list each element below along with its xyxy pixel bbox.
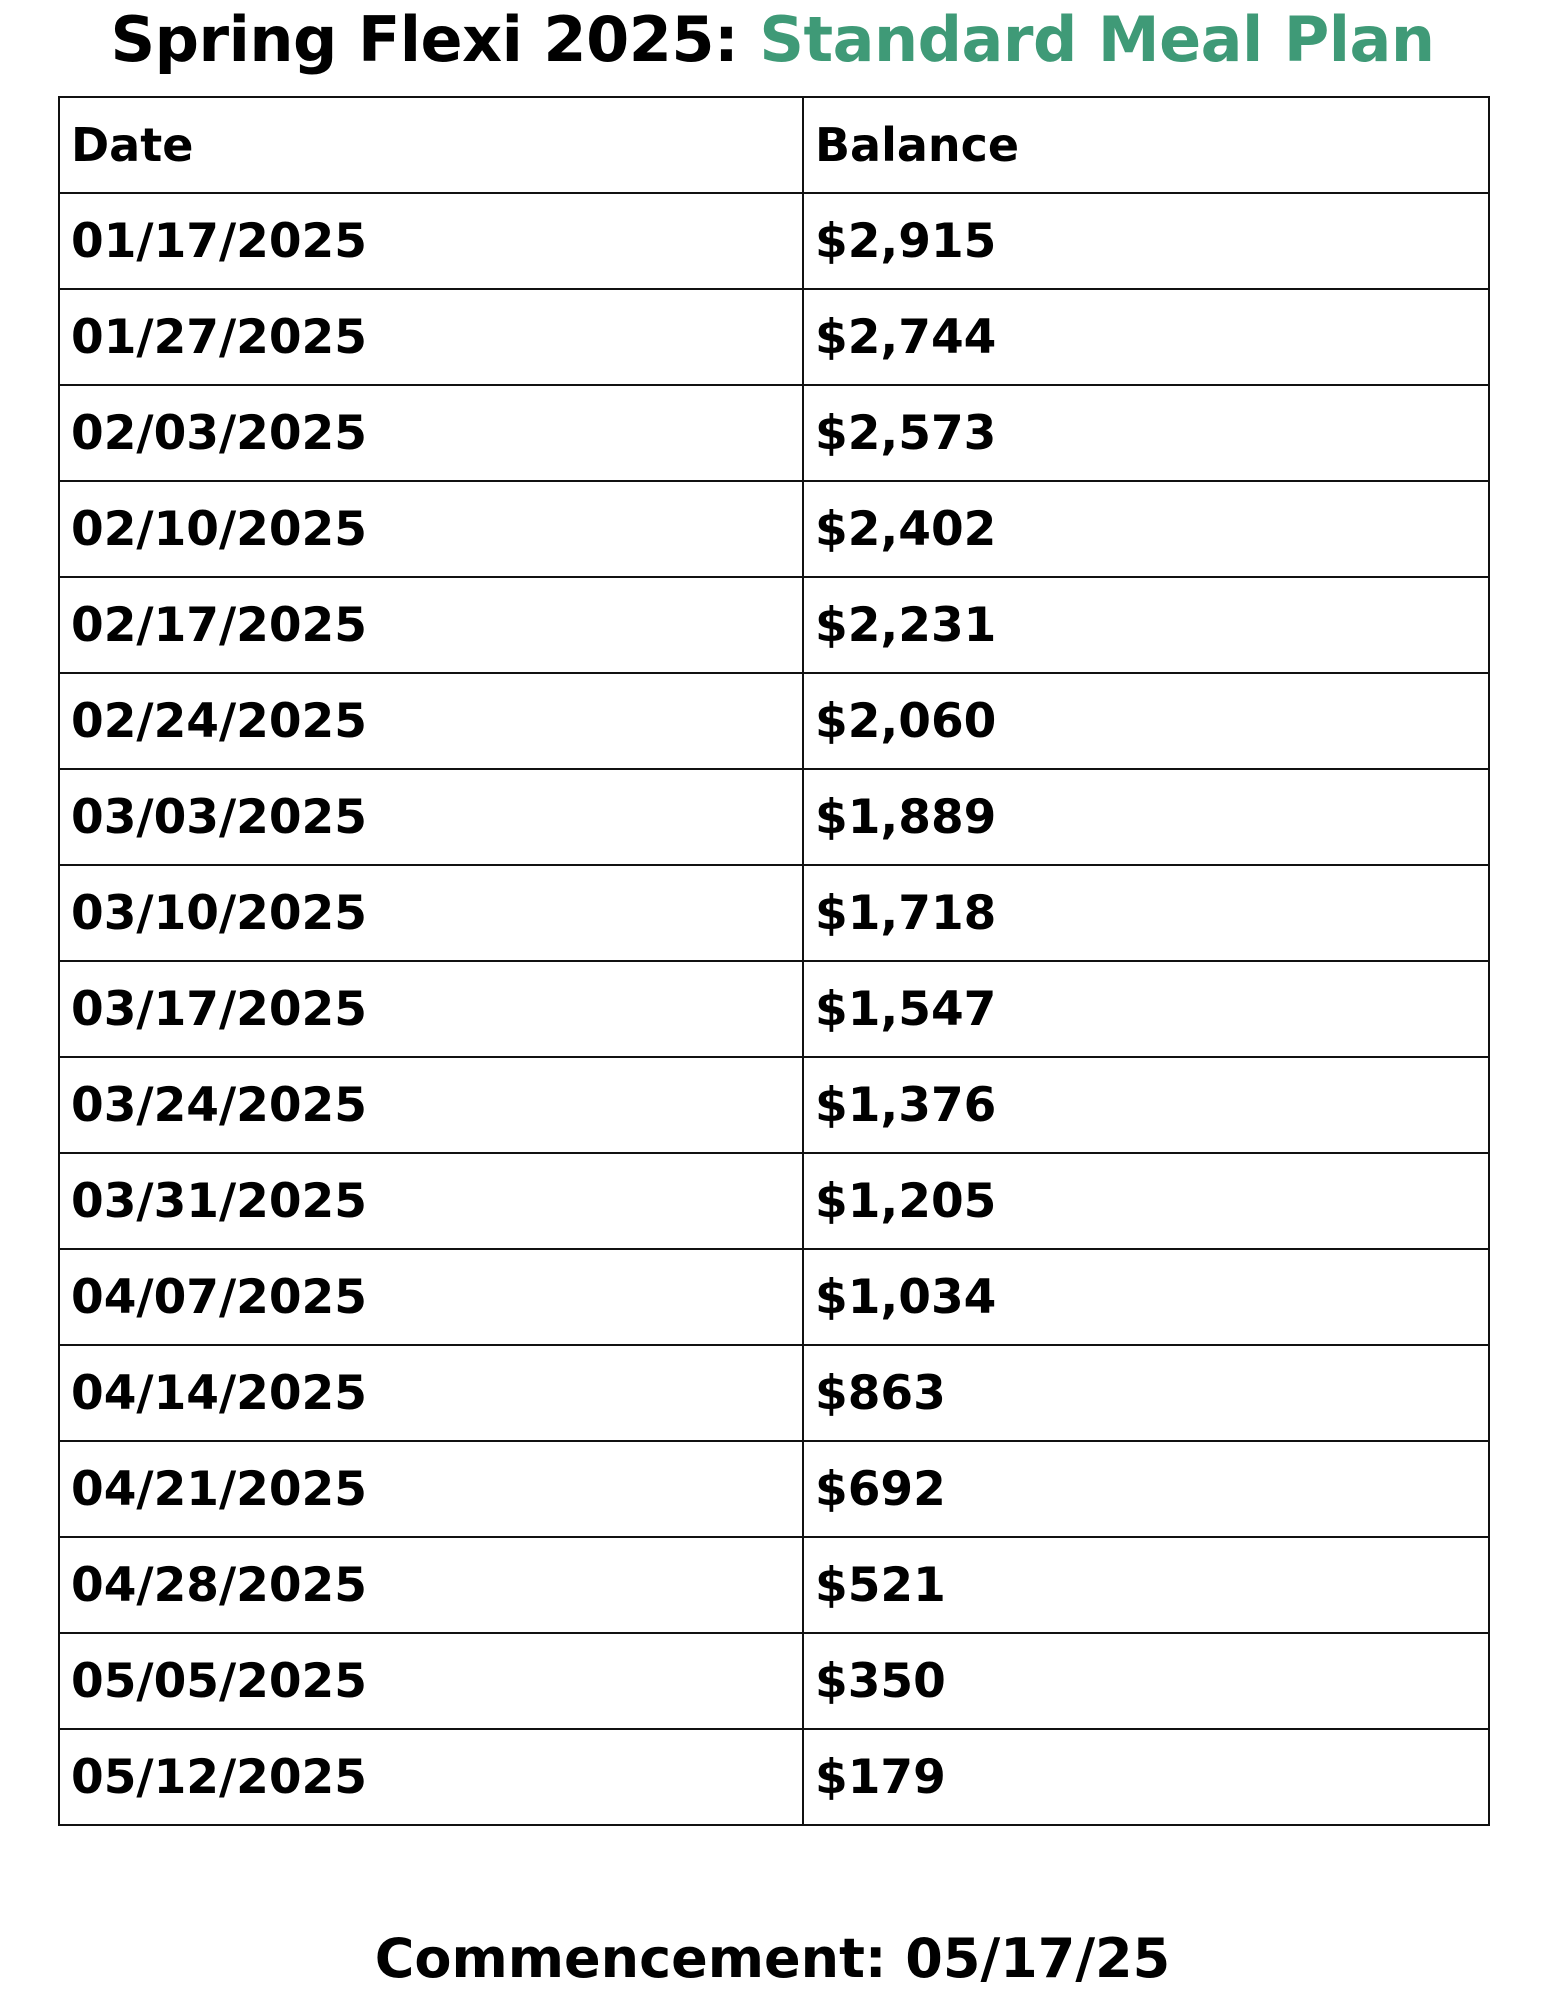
balance-table: Date Balance 01/17/2025 $2,915 01/27/202… xyxy=(58,96,1490,1826)
balance-cell: $521 xyxy=(802,1536,1490,1634)
table-row: 03/31/2025 $1,205 xyxy=(58,1152,1490,1250)
balance-cell: $2,915 xyxy=(802,192,1490,290)
date-cell: 03/31/2025 xyxy=(58,1152,804,1250)
title-accent: Standard Meal Plan xyxy=(759,3,1435,76)
balance-cell: $2,060 xyxy=(802,672,1490,770)
date-cell: 04/07/2025 xyxy=(58,1248,804,1346)
table-row: 03/17/2025 $1,547 xyxy=(58,960,1490,1058)
table-row: 02/17/2025 $2,231 xyxy=(58,576,1490,674)
date-cell: 03/10/2025 xyxy=(58,864,804,962)
balance-cell: $2,231 xyxy=(802,576,1490,674)
balance-cell: $1,889 xyxy=(802,768,1490,866)
table-header-row: Date Balance xyxy=(58,96,1490,194)
table-row: 03/10/2025 $1,718 xyxy=(58,864,1490,962)
table-row: 05/12/2025 $179 xyxy=(58,1728,1490,1826)
balance-cell: $2,744 xyxy=(802,288,1490,386)
table-row: 04/14/2025 $863 xyxy=(58,1344,1490,1442)
table-row: 03/03/2025 $1,889 xyxy=(58,768,1490,866)
column-header-balance: Balance xyxy=(802,96,1490,194)
balance-cell: $350 xyxy=(802,1632,1490,1730)
table-row: 03/24/2025 $1,376 xyxy=(58,1056,1490,1154)
date-cell: 01/17/2025 xyxy=(58,192,804,290)
balance-cell: $179 xyxy=(802,1728,1490,1826)
date-cell: 04/21/2025 xyxy=(58,1440,804,1538)
balance-cell: $1,034 xyxy=(802,1248,1490,1346)
table-row: 02/03/2025 $2,573 xyxy=(58,384,1490,482)
table-row: 02/10/2025 $2,402 xyxy=(58,480,1490,578)
date-cell: 03/17/2025 xyxy=(58,960,804,1058)
date-cell: 01/27/2025 xyxy=(58,288,804,386)
table-row: 04/21/2025 $692 xyxy=(58,1440,1490,1538)
table-row: 04/07/2025 $1,034 xyxy=(58,1248,1490,1346)
date-cell: 02/24/2025 xyxy=(58,672,804,770)
title-prefix: Spring Flexi 2025: xyxy=(110,3,760,76)
table-row: 01/27/2025 $2,744 xyxy=(58,288,1490,386)
balance-cell: $692 xyxy=(802,1440,1490,1538)
date-cell: 04/14/2025 xyxy=(58,1344,804,1442)
balance-cell: $1,718 xyxy=(802,864,1490,962)
date-cell: 05/05/2025 xyxy=(58,1632,804,1730)
date-cell: 02/17/2025 xyxy=(58,576,804,674)
date-cell: 05/12/2025 xyxy=(58,1728,804,1826)
date-cell: 02/03/2025 xyxy=(58,384,804,482)
commencement-note: Commencement: 05/17/25 xyxy=(374,1927,1171,1990)
column-header-date: Date xyxy=(58,96,804,194)
balance-cell: $1,547 xyxy=(802,960,1490,1058)
date-cell: 04/28/2025 xyxy=(58,1536,804,1634)
balance-cell: $1,205 xyxy=(802,1152,1490,1250)
table-row: 01/17/2025 $2,915 xyxy=(58,192,1490,290)
balance-cell: $863 xyxy=(802,1344,1490,1442)
date-cell: 03/24/2025 xyxy=(58,1056,804,1154)
balance-cell: $2,573 xyxy=(802,384,1490,482)
date-cell: 02/10/2025 xyxy=(58,480,804,578)
table-row: 05/05/2025 $350 xyxy=(58,1632,1490,1730)
balance-cell: $1,376 xyxy=(802,1056,1490,1154)
balance-cell: $2,402 xyxy=(802,480,1490,578)
page-title: Spring Flexi 2025: Standard Meal Plan xyxy=(0,0,1545,80)
date-cell: 03/03/2025 xyxy=(58,768,804,866)
table-row: 04/28/2025 $521 xyxy=(58,1536,1490,1634)
table-row: 02/24/2025 $2,060 xyxy=(58,672,1490,770)
